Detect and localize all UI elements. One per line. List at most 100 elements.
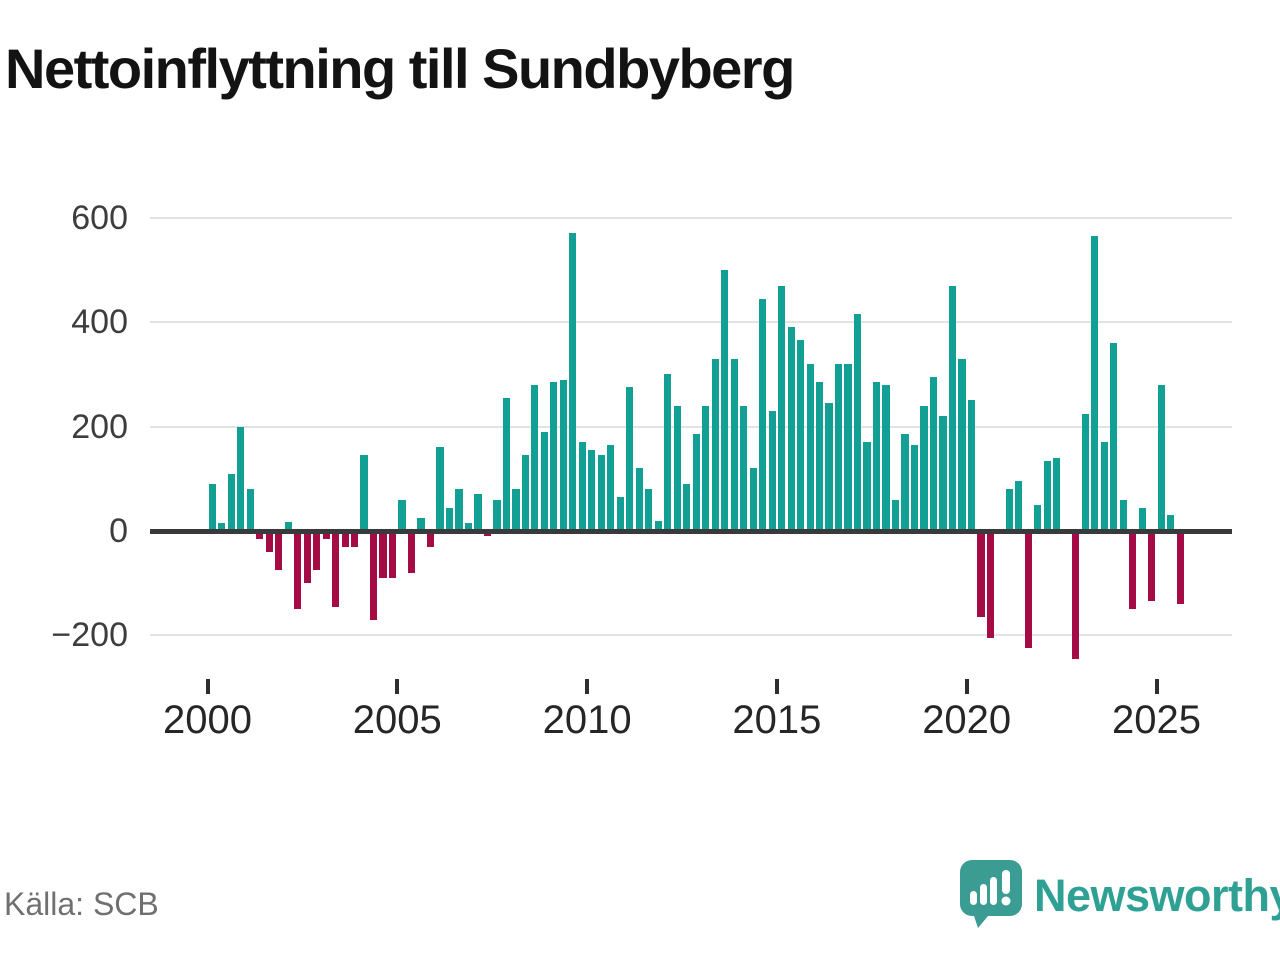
bar-2014Q2 [749, 468, 757, 531]
bar-2013Q2 [711, 358, 719, 531]
bar-2000Q4 [237, 426, 245, 531]
x-tick-2000 [205, 679, 210, 694]
bar-2020Q2 [977, 531, 985, 618]
bar-2017Q1 [853, 314, 862, 531]
bar-2012Q4 [692, 434, 700, 531]
newsworthy-logo-icon [958, 858, 1024, 935]
bar-2020Q3 [986, 531, 994, 639]
bar-2018Q4 [920, 405, 928, 531]
bar-2006Q3 [455, 489, 463, 531]
newsworthy-logo-text: Newsworthy [1034, 870, 1280, 921]
bar-2012Q1 [664, 374, 672, 531]
bar-2017Q3 [872, 382, 881, 531]
y-axis-label-400: 400 [71, 303, 128, 342]
bar-2025Q3 [1176, 531, 1184, 605]
bar-2011Q4 [654, 520, 662, 531]
bar-2018Q2 [901, 434, 909, 531]
bar-2016Q3 [834, 363, 843, 531]
bar-2002Q1 [284, 521, 292, 531]
bar-2013Q1 [702, 405, 710, 531]
bar-2005Q2 [407, 531, 416, 573]
bar-2014Q1 [740, 405, 748, 531]
bar-2003Q3 [341, 531, 349, 547]
bar-2009Q2 [559, 379, 567, 531]
bar-2007Q1 [474, 494, 482, 531]
bar-2003Q1 [322, 531, 330, 539]
bar-2004Q3 [379, 531, 387, 578]
bar-2011Q3 [645, 489, 653, 531]
bar-2024Q2 [1129, 531, 1137, 610]
bar-2014Q3 [759, 298, 767, 531]
x-axis-label-2025: 2025 [1112, 698, 1201, 742]
bar-2000Q1 [208, 484, 216, 531]
bar-2022Q4 [1072, 531, 1080, 659]
bar-2019Q1 [929, 376, 938, 531]
bar-2009Q3 [569, 233, 577, 531]
bar-2021Q1 [1005, 489, 1013, 531]
x-axis-label-2010: 2010 [542, 698, 632, 742]
bar-2001Q4 [275, 531, 283, 571]
bar-2010Q1 [588, 450, 596, 531]
bar-2018Q1 [891, 499, 900, 531]
bar-2005Q3 [417, 517, 425, 531]
bar-2019Q2 [939, 416, 947, 531]
x-axis-label-2015: 2015 [732, 698, 822, 742]
bar-2005Q4 [426, 531, 435, 547]
x-tick-2005 [395, 679, 400, 694]
bar-2009Q1 [550, 382, 558, 531]
bar-2010Q3 [607, 444, 615, 531]
bar-2024Q4 [1148, 531, 1156, 602]
bar-2015Q2 [787, 327, 795, 531]
bar-2024Q1 [1119, 499, 1127, 531]
bar-2016Q2 [825, 403, 833, 531]
x-tick-2025 [1154, 679, 1159, 694]
bar-2006Q4 [464, 523, 473, 531]
bar-2007Q4 [502, 397, 511, 531]
y-axis-label-600: 600 [71, 198, 128, 237]
bar-2016Q4 [844, 363, 852, 531]
bar-2003Q2 [332, 531, 340, 607]
bar-2019Q4 [958, 358, 966, 531]
bar-2000Q3 [227, 473, 235, 531]
bar-2001Q1 [246, 489, 254, 531]
bar-2007Q3 [493, 499, 501, 531]
bar-2022Q1 [1043, 460, 1051, 531]
bar-2020Q1 [967, 400, 976, 531]
bar-2002Q3 [303, 531, 311, 584]
bar-2008Q1 [512, 489, 520, 531]
x-tick-2010 [585, 679, 590, 694]
bar-2004Q1 [360, 455, 368, 531]
bar-2023Q3 [1100, 442, 1108, 531]
x-tick-2020 [964, 679, 969, 694]
x-tick-2015 [774, 679, 779, 694]
bar-2006Q1 [436, 447, 444, 531]
bar-2021Q4 [1034, 504, 1042, 531]
bar-2001Q2 [256, 531, 264, 539]
bar-2025Q2 [1167, 515, 1175, 531]
bar-2005Q1 [398, 499, 406, 531]
y-axis-label-0: 0 [109, 512, 128, 550]
gridline-400 [150, 321, 1232, 324]
bar-2002Q2 [294, 531, 302, 610]
bar-2008Q3 [531, 384, 539, 531]
bar-2004Q4 [388, 531, 397, 578]
y-axis-label-200: 200 [71, 407, 128, 446]
bar-2021Q3 [1024, 531, 1032, 649]
bar-2019Q3 [948, 285, 957, 531]
bar-2012Q2 [673, 405, 681, 531]
bar-2000Q2 [218, 523, 226, 531]
bar-2023Q4 [1110, 343, 1118, 531]
bar-2008Q2 [521, 455, 529, 531]
bar-2015Q4 [806, 363, 814, 531]
bar-2010Q4 [616, 497, 624, 531]
newsworthy-logo: Newsworthy [958, 858, 1280, 935]
x-axis-label-2020: 2020 [922, 698, 1012, 742]
bar-2017Q4 [882, 384, 890, 531]
bar-2002Q4 [313, 531, 321, 571]
bar-2015Q1 [778, 285, 786, 531]
y-axis-label--200: −200 [51, 616, 128, 655]
x-axis-label-2000: 2000 [163, 698, 252, 742]
bar-2013Q4 [730, 358, 738, 531]
bar-2011Q2 [635, 468, 643, 531]
